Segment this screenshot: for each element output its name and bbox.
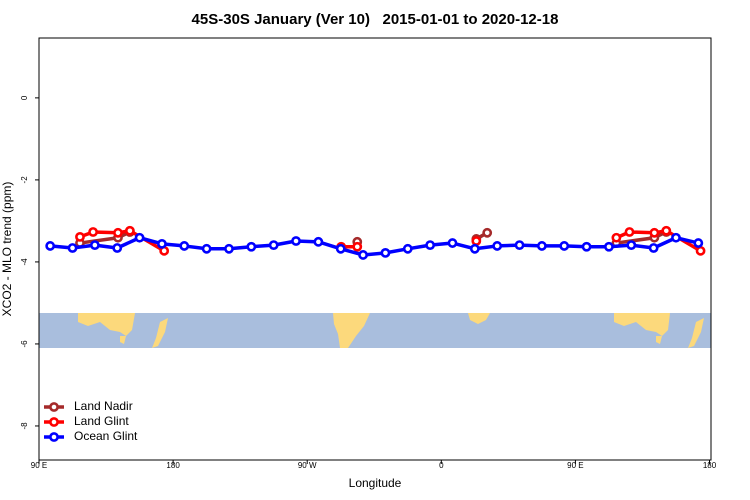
land	[688, 318, 704, 348]
legend-label: Ocean Glint	[74, 429, 138, 443]
legend-marker	[49, 417, 59, 427]
data-point	[380, 247, 391, 258]
data-point	[693, 238, 704, 248]
data-point	[648, 243, 659, 253]
data-point	[482, 227, 493, 238]
data-point	[492, 241, 503, 251]
x-tick-label: 180	[703, 461, 717, 470]
x-tick-label: 90 E	[31, 461, 47, 470]
land	[78, 313, 135, 336]
data-point	[124, 225, 135, 236]
data-point	[179, 241, 190, 251]
x-axis-label: Longitude	[349, 476, 402, 490]
land	[468, 313, 490, 324]
data-point	[661, 225, 672, 236]
data-point	[469, 243, 480, 254]
y-tick-label: -6	[20, 340, 29, 348]
y-tick-label: -4	[20, 258, 29, 266]
data-point	[611, 232, 622, 243]
data-point	[88, 227, 98, 237]
data-point	[649, 227, 660, 238]
data-point	[671, 232, 681, 243]
data-point	[201, 243, 212, 254]
data-point	[67, 243, 78, 253]
data-point	[471, 236, 482, 246]
data-point	[335, 243, 346, 254]
data-point	[75, 232, 85, 242]
y-axis-label: XCO2 - MLO trend (ppm)	[0, 182, 14, 317]
y-tick-label: -8	[20, 422, 29, 430]
data-point	[352, 241, 363, 252]
ocean	[39, 313, 711, 348]
map-strip	[39, 313, 711, 348]
x-tick-label: 0	[439, 461, 444, 470]
x-tick-label: 90 W	[298, 461, 317, 470]
legend-marker	[49, 402, 59, 412]
data-point	[89, 240, 100, 251]
land	[152, 318, 168, 348]
data-point	[624, 227, 635, 237]
data-point	[113, 227, 123, 238]
x-tick-label: 90 E	[567, 461, 583, 470]
data-point	[695, 245, 706, 256]
data-point	[112, 243, 123, 253]
y-tick-label: -2	[20, 176, 29, 184]
data-point	[514, 240, 525, 251]
data-point	[559, 241, 570, 251]
data-point	[45, 241, 56, 251]
data-point	[157, 238, 167, 249]
data-point	[134, 232, 145, 243]
land	[614, 313, 670, 336]
x-tick-label: 180	[166, 461, 180, 470]
data-point	[291, 236, 301, 246]
data-point	[268, 240, 279, 251]
y-tick-label: 0	[20, 95, 29, 100]
data-point	[447, 238, 458, 248]
data-point	[313, 236, 324, 247]
data-point	[626, 240, 637, 251]
legend-label: Land Nadir	[74, 399, 133, 413]
land	[656, 336, 662, 344]
data-point	[581, 241, 592, 252]
data-point	[604, 241, 614, 252]
land	[120, 336, 126, 344]
legend-marker	[49, 432, 59, 442]
data-point	[536, 241, 547, 251]
data-point	[224, 243, 234, 254]
legend-label: Land Glint	[74, 414, 129, 428]
data-point	[358, 250, 368, 260]
data-point	[246, 241, 257, 252]
data-point	[425, 240, 436, 251]
chart-title: 45S-30S January (Ver 10) 2015-01-01 to 2…	[192, 11, 559, 28]
land	[333, 313, 370, 348]
plot-frame	[38, 37, 712, 461]
data-point	[402, 243, 413, 254]
